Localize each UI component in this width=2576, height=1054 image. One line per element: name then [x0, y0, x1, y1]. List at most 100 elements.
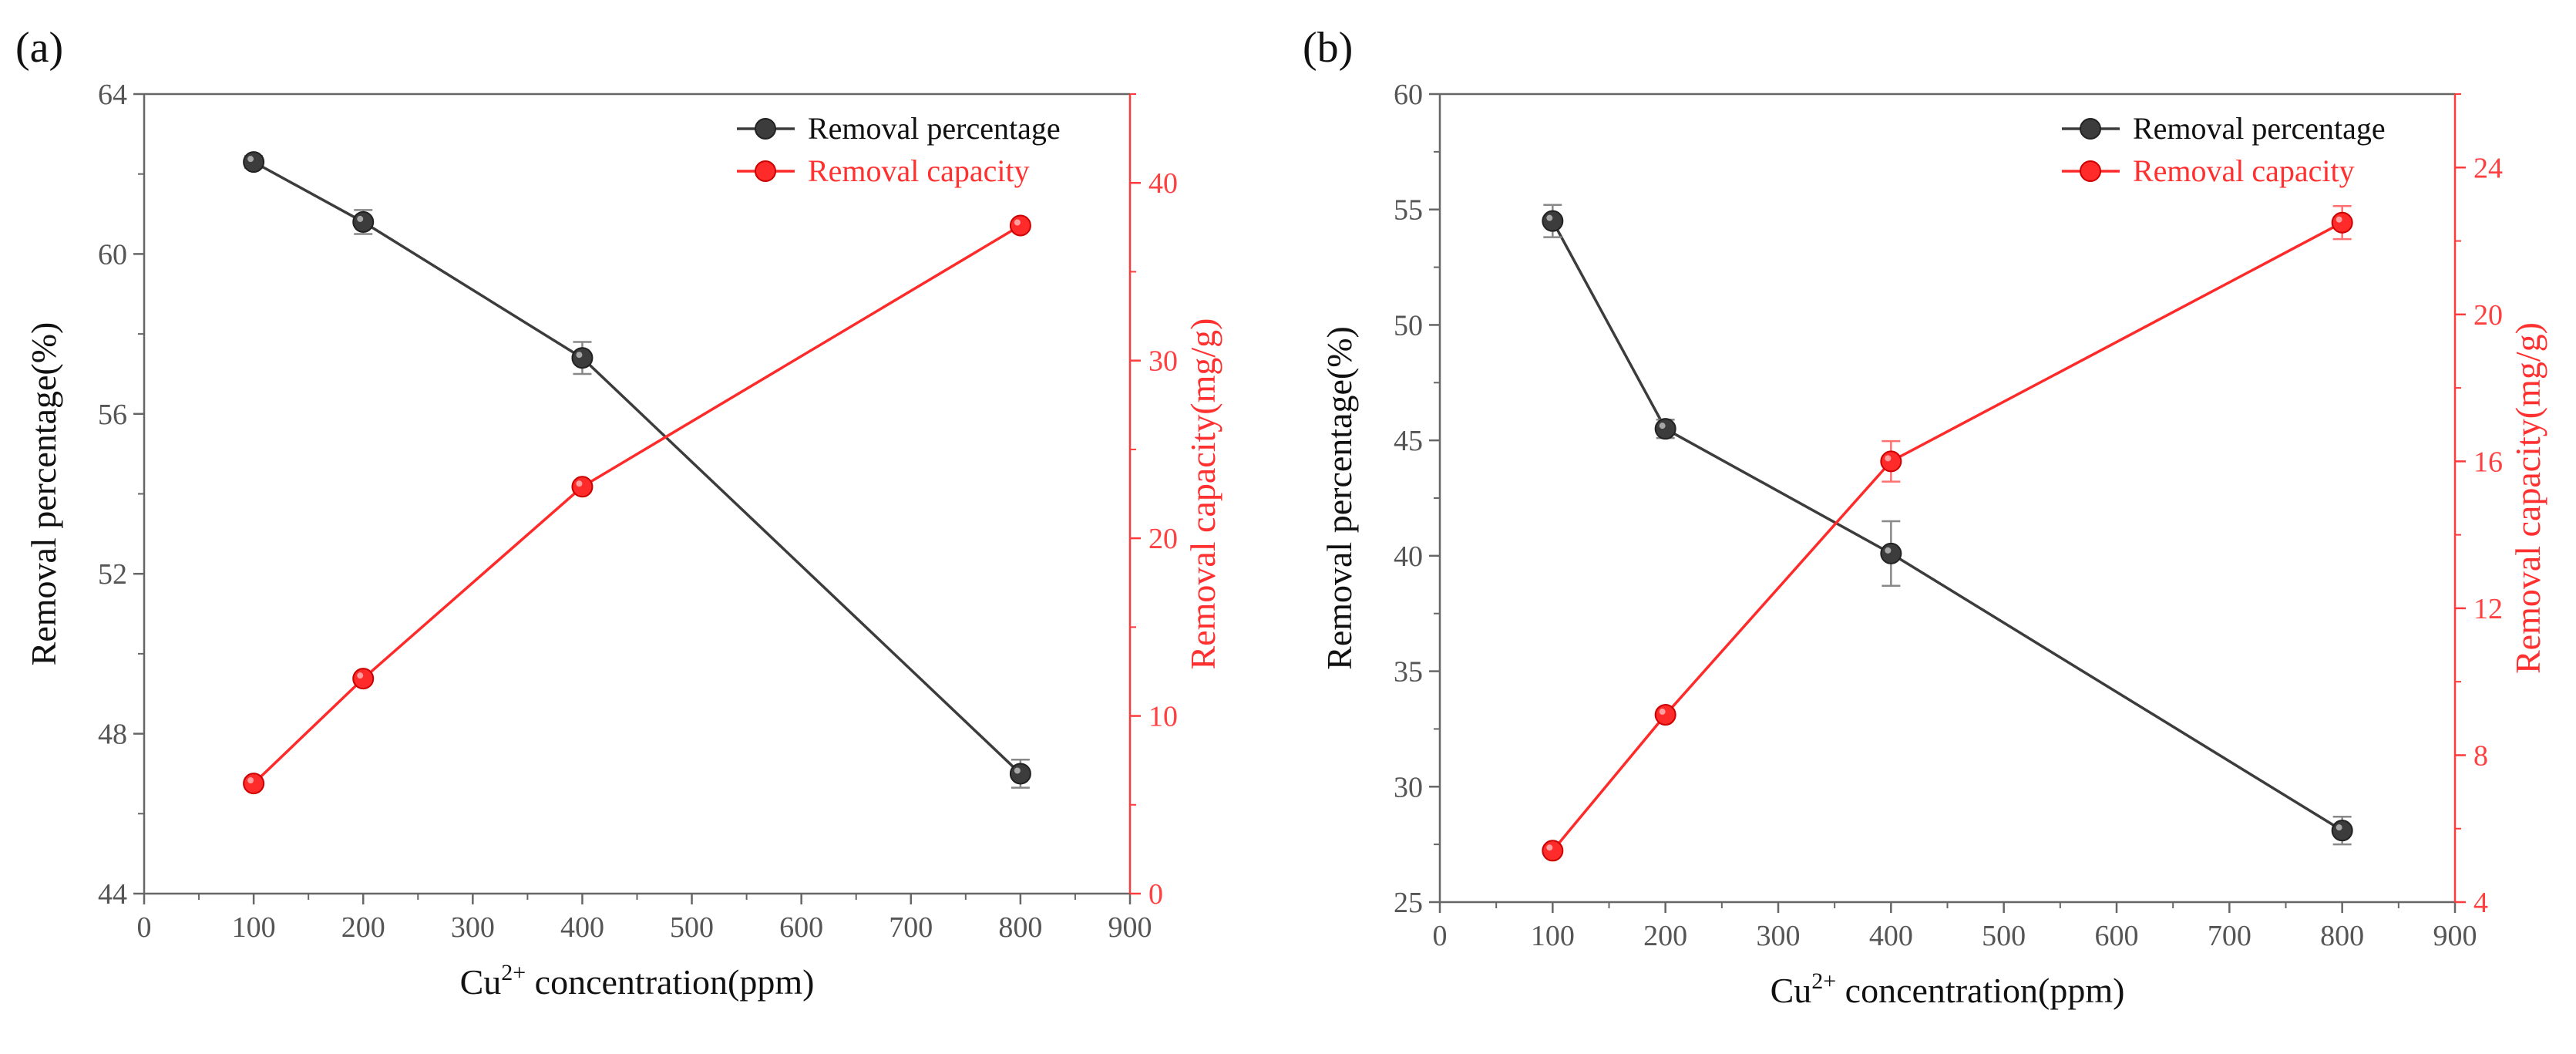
data-point: [1880, 450, 1902, 473]
y2-tick-label: 4: [2473, 887, 2488, 919]
x-tick-label: 300: [1757, 920, 1801, 952]
legend-label-removal-percentage: Removal percentage: [808, 111, 1061, 146]
x-tick-label: 300: [451, 911, 495, 944]
data-point: [1542, 210, 1564, 232]
y-tick-label: 44: [98, 878, 127, 911]
series-line-removal-percentage: [1551, 220, 2343, 832]
data-point-highlight: [2336, 824, 2342, 831]
y2-tick-label: 12: [2473, 593, 2503, 625]
x-axis-title-main: Cu: [1771, 971, 1812, 1010]
data-point-highlight: [576, 352, 583, 359]
series-line-removal-capacity: [252, 224, 1021, 785]
x-tick-label: 200: [341, 911, 385, 944]
x-axis-title-superscript: 2+: [1811, 968, 1836, 994]
data-point-highlight: [1014, 767, 1021, 774]
data-point: [571, 347, 594, 369]
y2-tick-label: 20: [2473, 299, 2503, 332]
y2-axis-title: Removal capacity(mg/g): [2508, 322, 2547, 674]
y2-tick-label: 8: [2473, 739, 2488, 772]
x-tick-label: 700: [889, 911, 933, 944]
x-tick-label: 0: [137, 911, 152, 944]
x-tick-label: 800: [998, 911, 1042, 944]
y2-tick-label: 20: [1148, 523, 1178, 555]
legend-label-removal-capacity: Removal capacity: [2133, 153, 2355, 188]
x-axis-title: Cu2+ concentration(ppm): [1771, 968, 2125, 1010]
data-point: [1009, 214, 1031, 237]
y2-tick-label: 30: [1148, 345, 1178, 378]
data-point-highlight: [1885, 547, 1892, 554]
y-tick-label: 25: [1394, 887, 1423, 919]
series-line-removal-percentage: [253, 160, 1022, 775]
x-axis-title-main: Cu: [460, 962, 502, 1002]
data-point-highlight: [1014, 219, 1021, 226]
x-axis-title-rest: concentration(ppm): [526, 962, 814, 1002]
legend-label-removal-percentage: Removal percentage: [2133, 111, 2386, 146]
x-tick-label: 100: [232, 911, 276, 944]
data-point: [1654, 704, 1676, 726]
legend-label-removal-capacity: Removal capacity: [808, 153, 1030, 188]
y-tick-label: 50: [1394, 309, 1423, 342]
y2-tick-label: 0: [1148, 878, 1163, 911]
x-tick-label: 500: [670, 911, 714, 944]
y-tick-label: 60: [98, 238, 127, 271]
data-point-highlight: [1659, 423, 1666, 429]
x-tick-label: 600: [2095, 920, 2139, 952]
y-axis-title: Removal percentage(%): [1320, 326, 1359, 670]
y-tick-label: 60: [1394, 79, 1423, 111]
data-point: [243, 151, 265, 173]
y-tick-label: 52: [98, 558, 127, 591]
x-axis-title-rest: concentration(ppm): [1836, 971, 2124, 1010]
x-axis-title-superscript: 2+: [501, 960, 526, 985]
y-tick-label: 55: [1394, 194, 1423, 227]
data-point-highlight: [247, 777, 254, 784]
legend-marker: [2080, 160, 2101, 182]
y-axis-title: Removal percentage(%): [24, 322, 63, 666]
y-tick-label: 64: [98, 79, 127, 111]
data-point-highlight: [1546, 844, 1553, 851]
chart-panel-a: (a)0 100 200 300 400 500 600 700 800 900444852566…: [15, 24, 1222, 1002]
data-point: [2331, 820, 2353, 842]
y-tick-label: 35: [1394, 656, 1423, 689]
data-point-highlight: [357, 215, 364, 222]
data-point-highlight: [576, 480, 583, 487]
x-tick-label: 400: [1869, 920, 1913, 952]
y2-tick-label: 40: [1148, 167, 1178, 200]
x-tick-label: 600: [779, 911, 823, 944]
data-point-highlight: [1546, 214, 1553, 221]
data-point: [571, 476, 594, 498]
series-line-removal-capacity: [1551, 221, 2343, 852]
data-point: [2331, 211, 2353, 234]
chart-panel-b: (b) 0 100 200 300 400 500 600 700 800 900 25 30 35 40 4…: [1303, 24, 2547, 1010]
legend-marker: [2080, 118, 2101, 140]
y2-tick-label: 10: [1148, 701, 1178, 733]
data-point-highlight: [247, 156, 254, 163]
data-point: [243, 773, 265, 795]
data-point-highlight: [2336, 216, 2342, 223]
panel-label: (b): [1303, 24, 1353, 72]
data-point-highlight: [1885, 455, 1892, 462]
x-tick-label: 400: [560, 911, 604, 944]
x-tick-label: 0: [1433, 920, 1448, 952]
x-tick-label: 800: [2320, 920, 2364, 952]
x-tick-label: 500: [1982, 920, 2026, 952]
y2-tick-label: 16: [2473, 446, 2503, 478]
y-tick-label: 30: [1394, 771, 1423, 803]
y-tick-label: 45: [1394, 425, 1423, 457]
x-axis-title: Cu2+ concentration(ppm): [460, 960, 815, 1002]
legend-marker: [755, 160, 776, 182]
data-point: [352, 668, 375, 690]
data-point: [1009, 763, 1031, 785]
x-tick-label: 200: [1643, 920, 1687, 952]
x-tick-label: 900: [2433, 920, 2477, 952]
data-point: [1654, 418, 1676, 440]
panel-label: (a): [15, 24, 63, 72]
y2-axis-title: Removal capacity(mg/g): [1183, 318, 1222, 669]
y2-tick-label: 24: [2473, 152, 2503, 184]
x-tick-label: 100: [1531, 920, 1575, 952]
y-tick-label: 40: [1394, 540, 1423, 573]
y-tick-label: 48: [98, 719, 127, 751]
data-point-highlight: [1659, 709, 1666, 716]
data-point: [1542, 840, 1564, 862]
data-point-highlight: [357, 672, 364, 679]
